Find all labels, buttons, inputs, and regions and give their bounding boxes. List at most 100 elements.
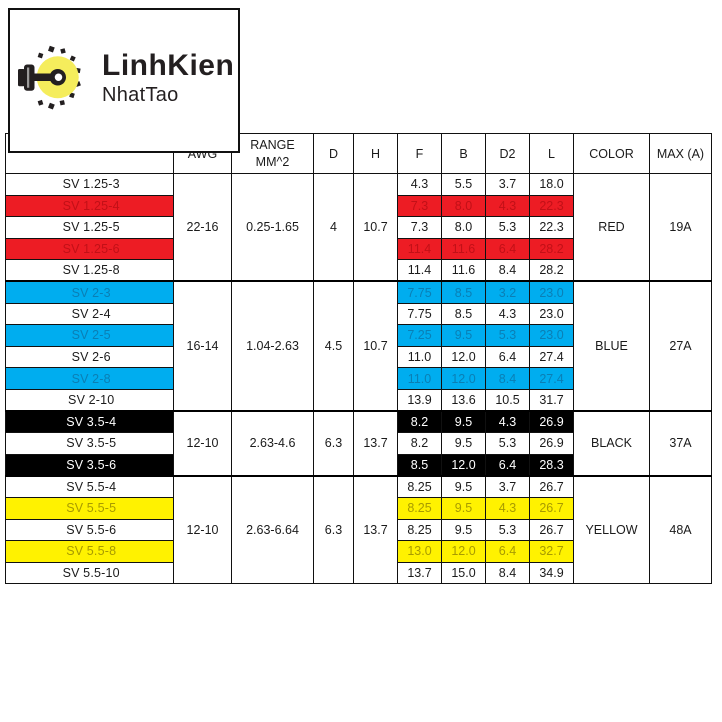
- model-value: 2-5: [92, 328, 111, 343]
- cell-d2: 4.3: [485, 496, 530, 520]
- cell-awg: 22-16: [173, 173, 232, 282]
- logo-wordmark: LinhKien NhatTao: [102, 50, 234, 106]
- cell-b: 11.6: [441, 237, 486, 261]
- cell-l: 32.7: [529, 540, 574, 563]
- model-prefix: SV: [62, 220, 80, 235]
- cell-f: 4.3: [397, 173, 442, 196]
- model-value: 5.5-8: [86, 544, 117, 559]
- logo-inner: LinhKien NhatTao: [18, 45, 234, 111]
- cell-model: SV 2-10: [5, 388, 174, 412]
- cell-l: 26.7: [529, 474, 574, 498]
- cell-range: 2.63-4.6: [231, 410, 314, 477]
- cell-h: 13.7: [353, 410, 398, 477]
- header-d: D: [313, 133, 354, 174]
- cell-l: 26.9: [529, 410, 574, 434]
- table-body: SV 1.25-3 22-16 0.25-1.65 4 10.7 4.3 5.5 3.7 18.0…: [5, 173, 712, 585]
- header-range-line1: RANGE: [250, 137, 295, 152]
- cell-b: 9.5: [441, 410, 486, 434]
- model-value: 3.5-5: [86, 436, 117, 451]
- cell-f: 7.75: [397, 302, 442, 326]
- table-row: SV 3.5-4 12-10 2.63-4.6 6.3 13.7 8.2 9.5 4.3 26.9…: [5, 410, 712, 477]
- model-value: 1.25-3: [83, 177, 120, 192]
- cell-f: 13.9: [397, 388, 442, 412]
- cell-d: 6.3: [313, 410, 354, 477]
- cell-b: 9.5: [441, 324, 486, 347]
- cell-h: 13.7: [353, 474, 398, 585]
- cell-b: 8.0: [441, 194, 486, 218]
- model-value: 3.5-6: [86, 457, 117, 472]
- cell-b: 12.0: [441, 540, 486, 563]
- cell-model: SV 2-5: [5, 324, 174, 347]
- cell-b: 8.5: [441, 302, 486, 326]
- cell-d: 4.5: [313, 280, 354, 412]
- lightbulb-icon: [18, 45, 96, 111]
- cell-model: SV 1.25-8: [5, 259, 174, 282]
- table-row: SV 1.25-6 11.4 11.6 6.4 28.2: [5, 237, 712, 261]
- spec-table-wrapper: AWG RANGE MM^2 D H F B D2 L COLOR MAX (A…: [5, 133, 712, 585]
- model-prefix: SV: [71, 328, 89, 343]
- header-range-line2: MM^2: [255, 154, 290, 169]
- model-prefix: SV: [62, 177, 80, 192]
- model-prefix: SV: [62, 198, 80, 213]
- header-max-a: MAX (A): [649, 133, 712, 174]
- cell-model: SV 1.25-4: [5, 194, 174, 218]
- model-prefix: SV: [66, 436, 84, 451]
- cell-b: 11.6: [441, 259, 486, 282]
- model-value: 1.25-6: [83, 242, 120, 257]
- cell-d2: 4.3: [485, 194, 530, 218]
- model-value: 2-8: [92, 371, 111, 386]
- cell-color-name: YELLOW: [573, 474, 650, 585]
- model-value: 5.5-10: [83, 565, 120, 580]
- model-prefix: SV: [66, 457, 84, 472]
- model-prefix: SV: [62, 242, 80, 257]
- cell-model: SV 2-8: [5, 367, 174, 390]
- cell-d2: 8.4: [485, 367, 530, 390]
- model-prefix: SV: [66, 522, 84, 537]
- cell-l: 27.4: [529, 345, 574, 369]
- header-color: COLOR: [573, 133, 650, 174]
- cell-color-name: RED: [573, 173, 650, 282]
- cell-f: 13.0: [397, 540, 442, 563]
- table-row: SV 1.25-8 11.4 11.6 8.4 28.2: [5, 259, 712, 282]
- logo-line2: NhatTao: [102, 83, 179, 106]
- cell-model: SV 5.5-5: [5, 496, 174, 520]
- cell-f: 8.2: [397, 432, 442, 455]
- cell-model: SV 5.5-10: [5, 561, 174, 585]
- cell-model: SV 2-6: [5, 345, 174, 369]
- cell-l: 34.9: [529, 561, 574, 585]
- cell-d2: 5.3: [485, 216, 530, 239]
- header-d2: D2: [485, 133, 530, 174]
- cell-l: 28.2: [529, 237, 574, 261]
- cell-b: 8.5: [441, 280, 486, 304]
- header-range: RANGE MM^2: [231, 133, 314, 174]
- cell-l: 26.9: [529, 432, 574, 455]
- cell-f: 11.0: [397, 367, 442, 390]
- cell-max-a: 27A: [649, 280, 712, 412]
- cell-f: 7.25: [397, 324, 442, 347]
- cell-d2: 4.3: [485, 410, 530, 434]
- cell-color-name: BLACK: [573, 410, 650, 477]
- cell-f: 8.2: [397, 410, 442, 434]
- cell-l: 18.0: [529, 173, 574, 196]
- cell-awg: 16-14: [173, 280, 232, 412]
- cell-awg: 12-10: [173, 474, 232, 585]
- model-prefix: SV: [68, 392, 86, 407]
- model-prefix: SV: [71, 285, 89, 300]
- cell-model: SV 2-4: [5, 302, 174, 326]
- cell-h: 10.7: [353, 280, 398, 412]
- cell-f: 7.75: [397, 280, 442, 304]
- cell-b: 9.5: [441, 432, 486, 455]
- cell-model: SV 2-3: [5, 280, 174, 304]
- model-value: 5.5-4: [86, 479, 117, 494]
- cell-d2: 5.3: [485, 432, 530, 455]
- cell-model: SV 3.5-5: [5, 432, 174, 455]
- model-prefix: SV: [66, 501, 84, 516]
- cell-d2: 4.3: [485, 302, 530, 326]
- cell-range: 1.04-2.63: [231, 280, 314, 412]
- cell-d2: 6.4: [485, 237, 530, 261]
- cell-d2: 6.4: [485, 540, 530, 563]
- cell-d2: 5.3: [485, 324, 530, 347]
- logo-card: LinhKien NhatTao: [8, 8, 240, 153]
- cell-d2: 3.2: [485, 280, 530, 304]
- model-prefix: SV: [66, 544, 84, 559]
